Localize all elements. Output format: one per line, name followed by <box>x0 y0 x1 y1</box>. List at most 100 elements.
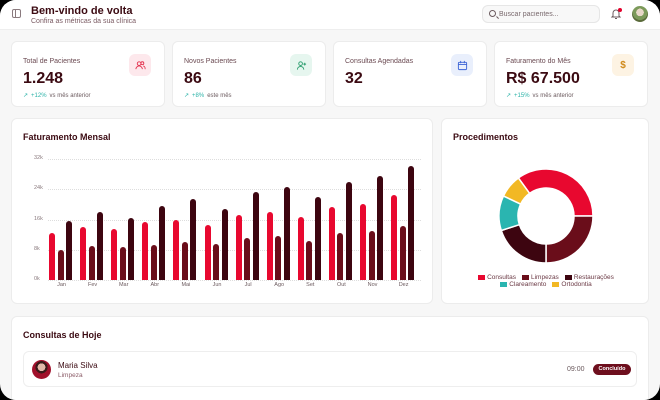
search-input[interactable] <box>499 8 595 21</box>
search-box[interactable] <box>482 5 600 23</box>
legend-item: Restaurações <box>564 274 614 281</box>
bar[interactable] <box>275 236 282 280</box>
legend-item: Clareamento <box>500 281 546 288</box>
bar[interactable] <box>328 207 335 280</box>
bar[interactable] <box>399 225 406 280</box>
bar[interactable] <box>49 233 55 280</box>
bar[interactable] <box>128 217 135 280</box>
bar[interactable] <box>80 227 87 280</box>
stat-card-revenue: Faturamento do Mês R$ 67.500 ↗ +15% vs mês… <box>494 41 648 107</box>
bar[interactable] <box>119 247 126 280</box>
bar[interactable] <box>150 244 157 280</box>
bar[interactable] <box>221 208 228 280</box>
bar[interactable] <box>190 199 197 280</box>
procedure-type: Limpeza <box>58 372 83 379</box>
donut-segment[interactable] <box>545 215 594 264</box>
bar[interactable] <box>266 211 273 280</box>
bar[interactable] <box>213 243 219 280</box>
top-header: Bem-vindo de volta Confira as métricas d… <box>0 0 660 30</box>
bell-icon[interactable] <box>611 8 621 20</box>
bar[interactable] <box>314 197 321 280</box>
stat-value: R$ 67.500 <box>506 70 580 87</box>
users-icon <box>129 54 151 76</box>
appointments-panel: Consultas de Hoje Maria Silva Limpeza 09… <box>11 316 649 400</box>
x-tick-label: Mar <box>118 282 129 288</box>
stat-trend: ↗ +8% este mês <box>184 93 232 99</box>
bar[interactable] <box>408 166 415 280</box>
stat-value: 86 <box>184 70 202 87</box>
y-tick-label: 16k <box>34 215 43 222</box>
bar[interactable] <box>97 211 104 280</box>
stat-value: 32 <box>345 70 363 87</box>
x-tick-label: Mai <box>181 282 191 288</box>
bar[interactable] <box>283 186 290 280</box>
stat-label: Total de Pacientes <box>23 58 81 65</box>
y-tick-label: 32k <box>34 155 43 161</box>
calendar-icon <box>451 54 473 76</box>
bar[interactable] <box>297 217 304 280</box>
panel-title: Faturamento Mensal <box>23 132 111 142</box>
x-tick-label: Abr <box>150 282 160 288</box>
gridline <box>48 189 421 191</box>
bar[interactable] <box>368 230 375 280</box>
bar[interactable] <box>159 205 166 280</box>
bar[interactable] <box>66 221 72 280</box>
stat-trend: ↗ +12% vs mês anterior <box>23 93 91 99</box>
legend-swatch <box>478 274 486 280</box>
stat-card-new-patients: Novos Pacientes 86 ↗ +8% este mês <box>172 41 326 107</box>
appointment-item[interactable]: Maria Silva Limpeza 09:00 Concluído <box>23 351 637 387</box>
x-tick-label: Ago <box>274 282 285 288</box>
sidebar-toggle-icon[interactable] <box>12 9 21 18</box>
stat-value: 1.248 <box>23 70 64 87</box>
status-badge: Concluído <box>593 364 631 375</box>
trend-up-icon: ↗ <box>184 93 190 99</box>
revenue-chart-panel: Faturamento Mensal 0k 8k 16k 24k 32k Jan Fev Ma… <box>11 118 433 304</box>
search-icon <box>489 10 496 17</box>
stat-label: Novos Pacientes <box>184 58 237 65</box>
bar[interactable] <box>204 224 211 280</box>
y-tick-label: 8k <box>34 245 40 252</box>
panel-title: Procedimentos <box>453 132 519 142</box>
legend-item: Consultas <box>478 274 516 281</box>
donut-segment[interactable] <box>517 168 594 217</box>
gridline <box>48 159 421 160</box>
x-tick-label: Dez <box>398 282 409 288</box>
donut-segment[interactable] <box>502 176 531 206</box>
bar[interactable] <box>306 241 313 280</box>
y-tick-label: 0k <box>34 276 40 282</box>
trend-up-icon: ↗ <box>23 93 29 99</box>
bar[interactable] <box>57 250 64 280</box>
patient-avatar <box>32 360 51 379</box>
stat-label: Faturamento do Mês <box>506 58 571 65</box>
page-title: Bem-vindo de volta <box>31 5 133 17</box>
x-tick-label: Jul <box>244 282 252 288</box>
bar[interactable] <box>252 191 259 280</box>
bar[interactable] <box>360 204 366 280</box>
stat-card-appointments: Consultas Agendadas 32 <box>333 41 487 107</box>
y-tick-label: 24k <box>34 185 43 192</box>
appointment-time: 09:00 <box>567 366 585 373</box>
user-avatar[interactable] <box>632 6 648 22</box>
bar[interactable] <box>88 246 95 280</box>
bar[interactable] <box>337 233 344 280</box>
x-tick-label: Set <box>306 282 315 288</box>
bar[interactable] <box>111 228 118 280</box>
bar[interactable] <box>235 214 242 280</box>
bar[interactable] <box>181 242 188 280</box>
bar[interactable] <box>244 238 251 280</box>
bar[interactable] <box>391 195 398 280</box>
bar[interactable] <box>345 181 352 280</box>
panel-title: Consultas de Hoje <box>23 330 102 340</box>
dollar-icon: $ <box>612 54 634 76</box>
patient-name: Maria Silva <box>58 361 98 370</box>
donut-segment[interactable] <box>500 223 547 264</box>
page-subtitle: Confira as métricas da sua clínica <box>31 18 137 25</box>
donut-chart <box>498 168 594 264</box>
gridline <box>48 249 421 251</box>
bar[interactable] <box>173 219 180 280</box>
gridline <box>48 280 421 281</box>
x-tick-label: Out <box>336 282 346 288</box>
bar[interactable] <box>142 221 149 280</box>
bar[interactable] <box>377 176 383 280</box>
stat-label: Consultas Agendadas <box>345 58 414 65</box>
